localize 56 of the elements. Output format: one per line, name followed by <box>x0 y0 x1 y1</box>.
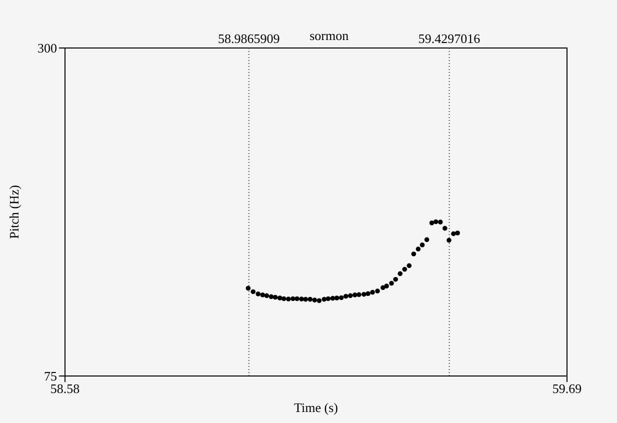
point <box>330 296 336 301</box>
point <box>343 294 348 299</box>
point <box>316 298 322 304</box>
point <box>326 296 331 302</box>
point <box>451 231 456 236</box>
point <box>416 246 421 252</box>
point <box>312 298 318 302</box>
point <box>334 296 340 300</box>
point <box>260 292 266 298</box>
point <box>286 296 291 302</box>
point <box>338 295 344 300</box>
point <box>455 230 460 236</box>
point <box>352 292 358 298</box>
point <box>290 296 296 302</box>
point <box>356 292 362 298</box>
point <box>411 252 416 256</box>
point <box>281 296 286 302</box>
point <box>348 293 353 298</box>
point <box>393 276 398 282</box>
ref-line-label: 58.9865909 <box>218 31 280 46</box>
text: sormon <box>310 28 349 44</box>
point <box>294 296 300 302</box>
x-tick-label: 58.58 <box>50 381 80 396</box>
point <box>272 294 278 300</box>
y-axis-title: Pitch (Hz) <box>6 185 22 239</box>
x-axis-title: Time (s) <box>294 400 338 415</box>
x-tick-label: 59.69 <box>552 381 582 396</box>
point <box>442 226 448 231</box>
y-tick-label: 75 <box>44 368 57 384</box>
point <box>370 290 375 295</box>
ref-line-label: 59.4297016 <box>418 31 481 46</box>
point <box>398 271 403 276</box>
point <box>277 296 282 300</box>
point <box>308 296 313 302</box>
point <box>303 296 308 302</box>
point <box>389 280 394 286</box>
point <box>246 286 251 291</box>
point <box>446 238 452 243</box>
y-tick-label: 300 <box>38 40 57 56</box>
point <box>384 284 389 288</box>
point <box>264 293 270 298</box>
point <box>299 296 304 302</box>
point <box>420 242 425 248</box>
point <box>375 288 380 294</box>
point <box>250 289 256 294</box>
point <box>424 237 430 242</box>
point <box>433 219 438 224</box>
point <box>322 296 327 302</box>
point <box>366 291 370 296</box>
point <box>268 294 274 300</box>
point <box>402 266 408 272</box>
point <box>362 292 366 297</box>
point <box>438 220 443 224</box>
point <box>406 263 412 268</box>
point <box>429 220 434 226</box>
point <box>256 292 261 296</box>
